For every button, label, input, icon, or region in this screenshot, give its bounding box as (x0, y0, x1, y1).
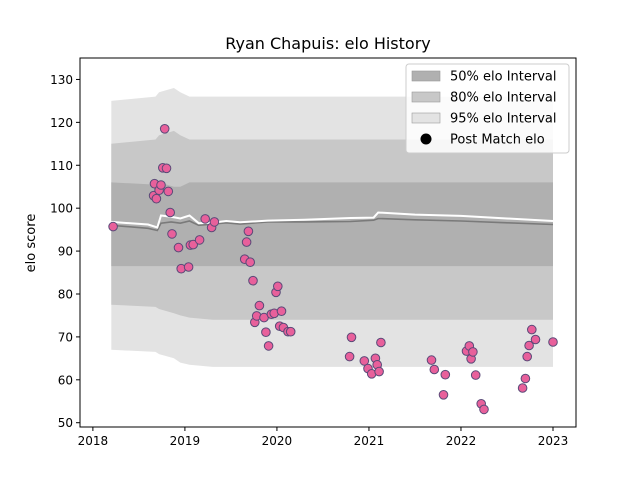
data-point (520, 373, 531, 384)
data-point (194, 235, 205, 245)
trend-lines (111, 211, 554, 232)
x-tick-label: 2023 (538, 434, 569, 448)
data-point (241, 237, 252, 247)
interval-bands (111, 88, 554, 367)
x-tick-label: 2018 (78, 434, 109, 448)
data-point (163, 186, 174, 197)
y-axis-label: elo score (24, 214, 39, 273)
y-tick-label: 60 (58, 373, 73, 387)
data-point (548, 337, 558, 347)
data-point (173, 242, 184, 253)
data-point (261, 327, 271, 338)
data-point (156, 180, 166, 190)
legend-box (405, 63, 570, 154)
data-point (165, 207, 175, 218)
data-point (263, 341, 274, 351)
data-point (161, 163, 172, 174)
band-50 (111, 182, 554, 267)
y-tick-label: 90 (58, 245, 73, 259)
y-tick-label: 110 (50, 159, 73, 173)
x-tick-label: 2019 (170, 434, 201, 448)
data-point (248, 275, 258, 286)
data-point (200, 214, 210, 224)
legend-swatch-band_95 (411, 112, 441, 124)
x-tick-label: 2022 (446, 434, 477, 448)
mean-line (111, 211, 554, 229)
data-point (254, 300, 265, 311)
data-point (470, 370, 481, 380)
data-point (524, 340, 534, 351)
legend-swatch-band_50 (411, 70, 441, 82)
data-point (243, 226, 254, 237)
data-point (188, 239, 198, 250)
y-tick-label: 70 (58, 330, 73, 344)
y-tick-label: 130 (50, 73, 73, 87)
data-point (273, 281, 283, 292)
data-point (517, 383, 528, 393)
data-point (527, 324, 537, 335)
axes: 2018 2019 2020 2021 2022 2023 50 60 70 80 90 100 110… (50, 57, 577, 448)
data-point (183, 262, 194, 272)
data-point (374, 366, 384, 377)
post-match-points (108, 124, 558, 415)
legend: 50% elo Interval 80% elo Interval 95% elo … (405, 63, 570, 154)
legend-swatch-band_80 (411, 91, 441, 103)
plot-frame (79, 57, 577, 428)
data-point (108, 221, 118, 232)
legend-label: 80% elo Interval (450, 91, 557, 106)
data-point (376, 337, 386, 348)
data-point (440, 369, 451, 380)
data-point (159, 124, 170, 134)
data-point (426, 355, 437, 365)
y-tick-label: 120 (50, 116, 73, 130)
y-tick-label: 100 (50, 202, 73, 216)
data-point (344, 351, 355, 362)
data-point (429, 364, 440, 375)
data-point (285, 326, 296, 337)
y-tick-label: 80 (58, 287, 73, 301)
data-point (167, 229, 177, 239)
chart-title: Ryan Chapuis: elo History (225, 34, 431, 53)
y-tick-label: 50 (58, 416, 73, 430)
legend-label: Post Match elo (450, 133, 545, 148)
data-point (438, 390, 449, 400)
data-point (468, 347, 478, 357)
x-tick-label: 2020 (262, 434, 293, 448)
data-point (151, 193, 162, 204)
median-line (111, 217, 554, 232)
data-point (522, 351, 533, 362)
data-point (276, 306, 287, 317)
data-point (245, 257, 255, 268)
data-point (346, 332, 357, 343)
data-point (359, 356, 370, 366)
data-point (209, 217, 220, 227)
legend-label: 50% elo Interval (450, 70, 557, 85)
x-tick-label: 2021 (354, 434, 385, 448)
data-point (530, 334, 541, 345)
legend-label: 95% elo Interval (450, 112, 557, 127)
data-point (479, 404, 489, 415)
legend-marker-post-match (420, 133, 432, 145)
